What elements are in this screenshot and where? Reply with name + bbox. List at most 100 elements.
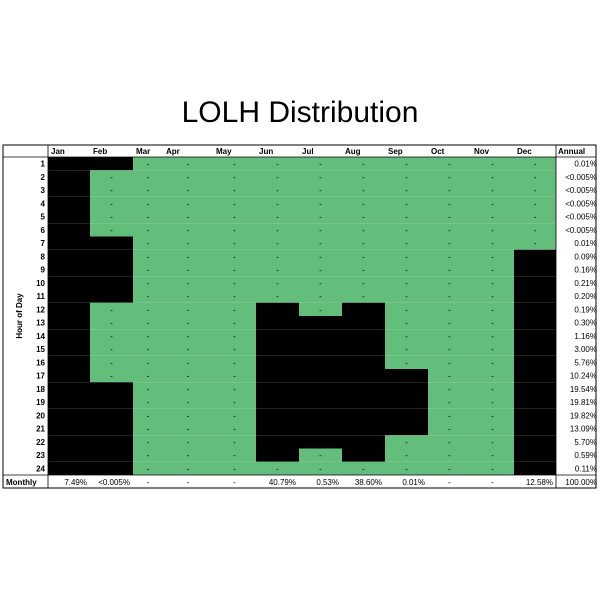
cell-value: - [405,173,408,182]
heat-cell [213,157,256,171]
heat-cell [385,223,428,237]
cell-value: - [405,319,408,328]
cell-value: - [534,160,537,169]
cell-value: - [405,186,408,195]
heat-cell [213,395,256,409]
cell-value: - [448,213,451,222]
annual-value: <0.005% [565,226,597,235]
heat-cell [385,210,428,224]
cell-value: - [147,464,150,473]
month-header: Oct [431,147,445,156]
hour-label: 5 [41,213,46,222]
cell-value: 8.27% [359,411,382,420]
cell-value: - [448,226,451,235]
cell-value: - [448,438,451,447]
heat-cell [163,289,213,303]
cell-value: - [319,305,322,314]
cell-value: - [187,279,190,288]
heat-cell [342,223,385,237]
heat-cell [163,170,213,184]
annual-value: 5.76% [574,358,597,367]
heat-cell [133,236,163,250]
heat-cell [299,157,342,171]
cell-value: <0.005% [98,411,130,420]
heat-cell [471,289,514,303]
cell-value: - [110,213,113,222]
heat-cell [299,355,342,369]
cell-value: - [187,266,190,275]
cell-value: - [405,345,408,354]
cell-value: - [147,332,150,341]
cell-value: - [110,186,113,195]
heat-cell [342,183,385,197]
heat-cell [385,236,428,250]
cell-value: - [448,239,451,248]
annual-value: 0.21% [574,279,597,288]
heat-cell [163,223,213,237]
annual-total: 100.00% [565,478,597,487]
cell-value: - [187,438,190,447]
cell-value: 0.21% [64,279,87,288]
hour-label: 16 [36,358,45,367]
heat-cell [48,448,90,462]
hour-label: 12 [36,305,45,314]
heat-cell [471,170,514,184]
cell-value: - [534,186,537,195]
heat-cell [385,329,428,343]
cell-value: <0.005% [393,372,425,381]
cell-value: - [147,186,150,195]
cell-value: 0.65% [64,438,87,447]
annual-value: 19.82% [570,411,597,420]
cell-value: - [491,385,494,394]
cell-value: - [147,372,150,381]
heat-cell [213,223,256,237]
cell-value: 0.10% [530,345,553,354]
cell-value: - [491,345,494,354]
cell-value: <0.005% [55,213,87,222]
heat-cell [514,302,556,316]
heat-cell [163,196,213,210]
cell-value: - [362,160,365,169]
heat-cell [299,342,342,356]
cell-value: - [448,464,451,473]
cell-value: - [233,358,236,367]
cell-value: - [276,252,279,261]
monthly-value: <0.005% [98,478,130,487]
heat-cell [428,263,471,277]
heat-cell [342,355,385,369]
heat-cell [213,210,256,224]
heat-cell [299,196,342,210]
heat-cell [428,249,471,263]
cell-value: 0.17% [316,398,339,407]
month-header: Nov [474,147,490,156]
hour-label: 3 [41,186,46,195]
hour-label: 18 [36,385,45,394]
cell-value: 0.11% [65,319,87,328]
cell-value: - [448,173,451,182]
cell-value: - [405,438,408,447]
cell-value: - [187,292,190,301]
hour-label: 21 [36,425,45,434]
cell-value: - [147,239,150,248]
heat-cell [342,157,385,171]
heat-cell [471,422,514,436]
heat-cell [428,157,471,171]
cell-value: 7.67% [273,398,296,407]
cell-value: 0.07% [359,332,382,341]
heat-cell [48,302,90,316]
heat-cell [90,329,133,343]
heat-cell [428,395,471,409]
heat-cell [428,382,471,396]
heat-cell [514,408,556,422]
cell-value: 0.01% [530,279,553,288]
cell-value: - [147,213,150,222]
cell-value: <0.005% [98,266,130,275]
cell-value: - [276,199,279,208]
cell-value: 0.14% [64,345,87,354]
heat-cell [133,263,163,277]
heat-cell [48,196,90,210]
heat-cell [514,316,556,330]
heat-cell [428,355,471,369]
heat-cell [342,249,385,263]
heat-cell [256,422,299,436]
